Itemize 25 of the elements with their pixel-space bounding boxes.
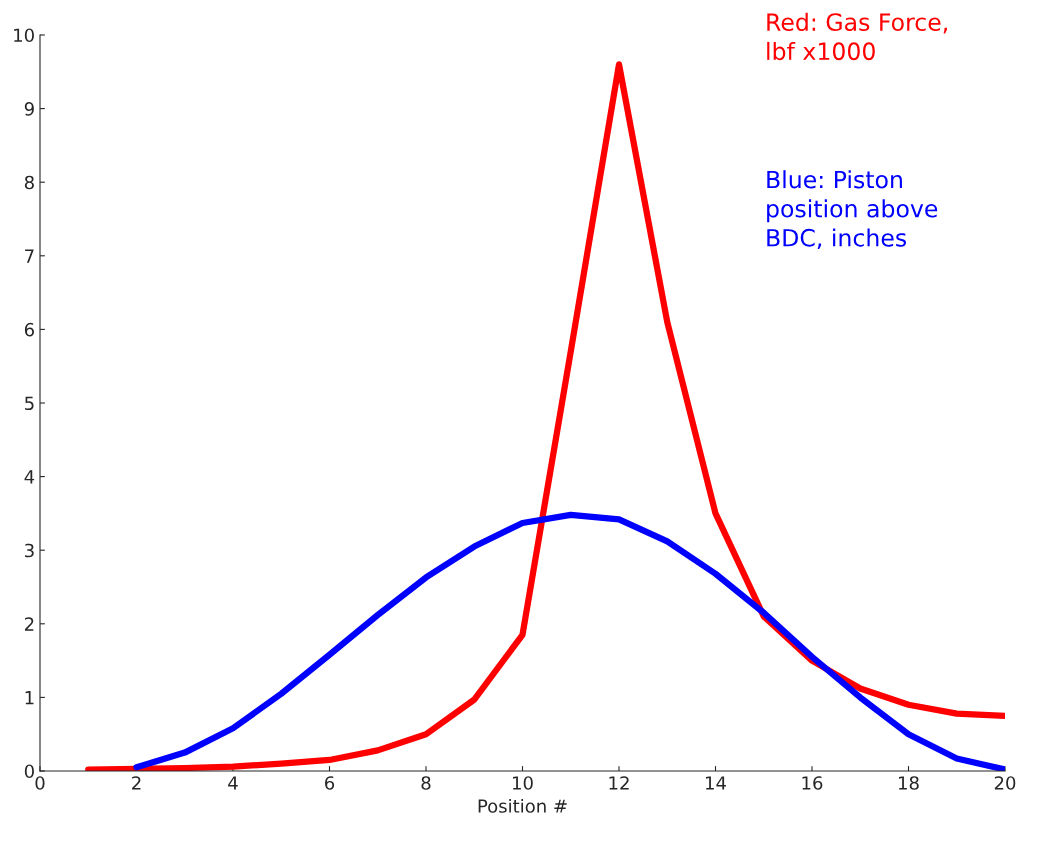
- x-tick-label: 4: [228, 776, 238, 790]
- y-tick-label: 9: [24, 102, 34, 116]
- x-tick-label: 12: [609, 776, 629, 790]
- x-tick-label: 8: [421, 776, 431, 790]
- y-tick-label: 3: [25, 543, 34, 558]
- y-tick-label: 7: [25, 249, 34, 263]
- y-tick-label: 8: [24, 175, 34, 190]
- x-tick-label: 0: [35, 776, 45, 790]
- text: Blue: Piston position above BDC, inches: [767, 170, 938, 250]
- y-tick-label: 0: [24, 764, 34, 779]
- y-tick-label: 4: [24, 470, 35, 484]
- x-tick-label: 16: [802, 776, 823, 790]
- x-tick-label: 2: [132, 776, 141, 790]
- x-tick-label: 10: [513, 776, 533, 790]
- x-tick-label: 14: [706, 776, 726, 790]
- y-tick-label: 6: [24, 322, 34, 337]
- x-axis-title: Position #: [478, 798, 567, 813]
- y-tick-label: 5: [25, 396, 34, 411]
- text: Red: Gas Force, lbf x1000: [767, 12, 947, 61]
- y-tick-label: 1: [25, 691, 34, 705]
- x-tick-label: 18: [899, 776, 919, 790]
- y-tick-label: 10: [14, 28, 34, 43]
- y-tick-label: 2: [24, 617, 34, 631]
- x-tick-label: 6: [325, 776, 335, 790]
- x-tick-label: 20: [994, 776, 1016, 790]
